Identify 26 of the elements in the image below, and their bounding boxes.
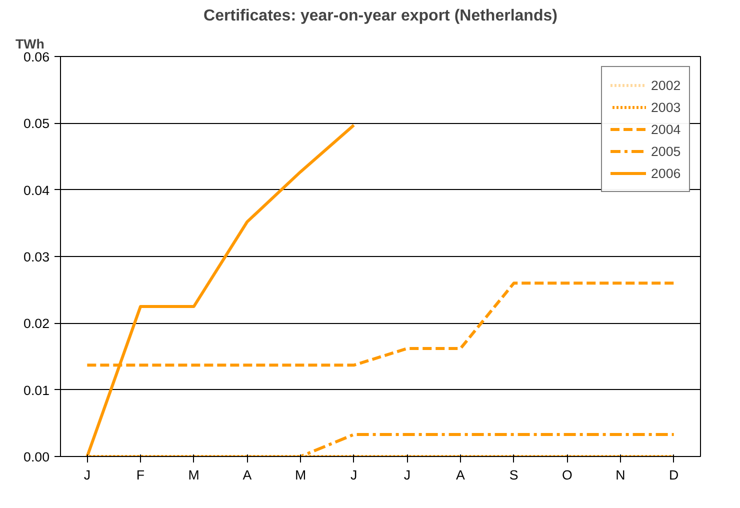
- y-tick-label: 0.05: [24, 116, 50, 132]
- x-tick-label: A: [242, 468, 252, 482]
- x-tick-label: F: [136, 468, 145, 482]
- legend-label: 2003: [651, 98, 681, 116]
- y-tick-label: 0.06: [24, 50, 50, 64]
- x-tick-label: D: [669, 468, 679, 482]
- x-tick-label: J: [84, 468, 91, 482]
- chart-title: Certificates: year-on-year export (Netherlands): [204, 8, 558, 24]
- x-tick-label: J: [350, 468, 358, 482]
- y-tick-label: 0.03: [24, 250, 50, 264]
- y-tick-label: 0.04: [24, 182, 50, 198]
- y-axis-title: TWh: [16, 36, 44, 52]
- legend-label: 2004: [651, 120, 681, 138]
- x-tick-label: S: [509, 468, 518, 482]
- legend-label: 2005: [651, 142, 681, 160]
- x-tick-label: N: [616, 468, 626, 482]
- legend-label: 2002: [651, 76, 681, 94]
- x-tick-label: A: [456, 468, 466, 482]
- y-tick-label: 0.00: [24, 450, 50, 464]
- legend-label: 2006: [651, 164, 681, 182]
- x-tick-label: J: [404, 468, 411, 482]
- y-tick-label: 0.02: [24, 316, 50, 332]
- y-tick-label: 0.01: [24, 382, 50, 398]
- x-tick-label: M: [294, 468, 306, 482]
- x-tick-label: O: [562, 468, 572, 482]
- x-tick-label: M: [188, 468, 200, 482]
